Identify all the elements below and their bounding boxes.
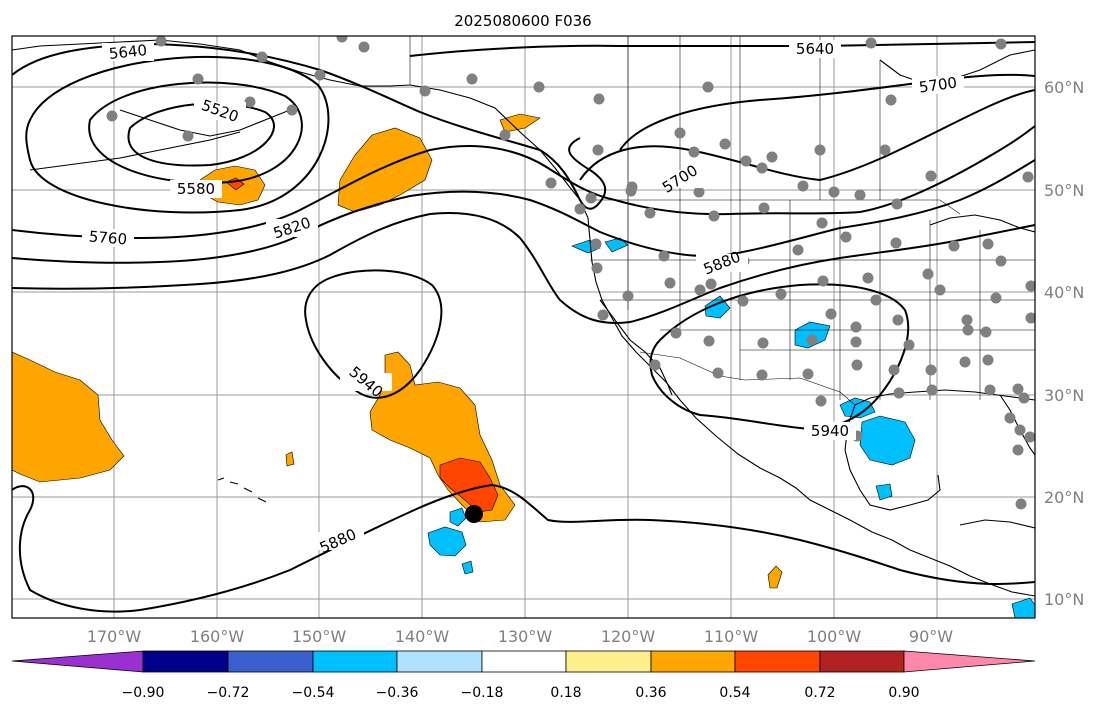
contour-label: 5640 — [796, 40, 834, 58]
contour-5520-inner — [127, 102, 275, 167]
colorbar-low-extension — [11, 650, 144, 673]
border-us-canada — [409, 36, 961, 215]
longitude-labels: 170°W 160°W 150°W 140°W 130°W 120°W 110°… — [87, 627, 953, 646]
contour-5940-land — [649, 283, 910, 430]
colorbar — [11, 650, 1036, 673]
contour-5880-north — [12, 212, 1035, 324]
contour-label: 5880 — [317, 525, 359, 557]
cyan-blob-small-2 — [875, 483, 893, 501]
coastline-baja — [599, 299, 673, 396]
lon-label: 140°W — [395, 627, 450, 646]
contour-label: 5520 — [199, 96, 241, 126]
latitude-labels: 60°N 50°N 40°N 30°N 20°N 10°N — [1044, 78, 1084, 609]
contour-label: 5760 — [88, 227, 128, 248]
contour-5820 — [12, 159, 1035, 264]
cyan-region-hawaii-south-1 — [449, 507, 467, 527]
lat-label: 50°N — [1044, 181, 1084, 200]
lat-label: 20°N — [1044, 488, 1084, 507]
colorbar-bin — [396, 650, 483, 673]
coastline-cuba — [959, 519, 1035, 529]
state-lines — [590, 200, 1035, 400]
coastline-hawaii — [217, 477, 267, 503]
colorbar-tick-label: 0.54 — [719, 685, 750, 701]
cyan-region-gulf-1 — [839, 397, 876, 419]
lon-label: 120°W — [601, 627, 656, 646]
cyan-region-hawaii-south-2 — [427, 526, 467, 557]
contour-5640-north — [409, 41, 1035, 57]
contour-5940-high — [304, 269, 443, 399]
orange-region-gulf-alaska — [337, 127, 433, 213]
colorbar-tick-label: −0.90 — [122, 685, 165, 701]
contour-labels: 5640 5520 5580 5760 5820 5640 5700 5700 … — [82, 40, 964, 557]
colorbar-tick-label: −0.18 — [461, 685, 504, 701]
contour-label: 5640 — [108, 41, 148, 63]
cyan-region-gulf-2 — [859, 415, 916, 466]
contour-5640-west — [12, 42, 607, 210]
lat-label: 30°N — [1044, 386, 1084, 405]
cyan-blob-small-1 — [461, 560, 474, 575]
colorbar-tick-label: −0.72 — [207, 685, 250, 701]
coastline-great-lakes — [929, 214, 1035, 233]
colorbar-tick-label: −0.54 — [292, 685, 335, 701]
colorbar-ticks: −0.90 −0.72 −0.54 −0.36 −0.18 0.18 0.36 … — [122, 685, 920, 701]
colorbar-bin — [481, 650, 567, 673]
colorbar-bin — [734, 650, 821, 673]
contour-label: 5880 — [701, 248, 743, 279]
map-title: 2025080600 F036 — [454, 12, 591, 30]
height-contours — [12, 41, 1035, 613]
lat-label: 60°N — [1044, 78, 1084, 97]
colorbar-bin — [819, 650, 905, 673]
lon-label: 160°W — [190, 627, 245, 646]
orange-region-nw-pacific — [12, 351, 125, 483]
lat-label: 10°N — [1044, 590, 1084, 609]
colorbar-high-extension — [903, 650, 1036, 673]
lon-label: 90°W — [909, 627, 953, 646]
contour-5580 — [25, 55, 330, 214]
colorbar-tick-label: 0.90 — [888, 685, 919, 701]
orange-region-bc-coast — [499, 113, 541, 133]
coastline-alaska — [12, 39, 411, 137]
province-lines — [627, 36, 881, 200]
borders — [409, 36, 1035, 406]
contour-5880-south — [12, 483, 1035, 613]
contour-5700-north — [619, 73, 1035, 151]
map-area: 5640 5520 5580 5760 5820 5640 5700 5700 … — [12, 36, 1035, 618]
colorbar-tick-label: −0.36 — [376, 685, 419, 701]
lon-label: 110°W — [704, 627, 759, 646]
station-dots — [106, 36, 1035, 510]
red-region-subtropical — [439, 457, 499, 513]
contour-label: 5580 — [177, 180, 215, 198]
lon-label: 170°W — [87, 627, 142, 646]
colorbar-tick-label: 0.72 — [804, 685, 835, 701]
colorbar-bin — [650, 650, 736, 673]
lon-label: 150°W — [292, 627, 347, 646]
colorbar-tick-label: 0.36 — [635, 685, 666, 701]
storm-marker — [465, 505, 483, 523]
colorbar-bin — [312, 650, 398, 673]
contour-label: 5940 — [811, 422, 849, 440]
coastline-aleutians — [29, 131, 241, 171]
contour-label: 5700 — [918, 73, 958, 96]
cyan-region-caribbean — [1011, 597, 1035, 618]
colorbar-tick-label: 0.18 — [550, 685, 581, 701]
colorbar-bin — [227, 650, 314, 673]
orange-blob-small-1 — [285, 451, 295, 467]
colorbar-bin — [142, 650, 229, 673]
lat-label: 40°N — [1044, 283, 1084, 302]
coastline-west-america — [409, 84, 1035, 597]
map-frame — [11, 35, 1036, 619]
orange-blob-small-2 — [767, 565, 783, 589]
contour-5700-east — [579, 89, 1035, 182]
lon-label: 130°W — [498, 627, 553, 646]
colorbar-bin — [565, 650, 652, 673]
lon-label: 100°W — [807, 627, 862, 646]
contour-5520-outer — [88, 81, 303, 184]
